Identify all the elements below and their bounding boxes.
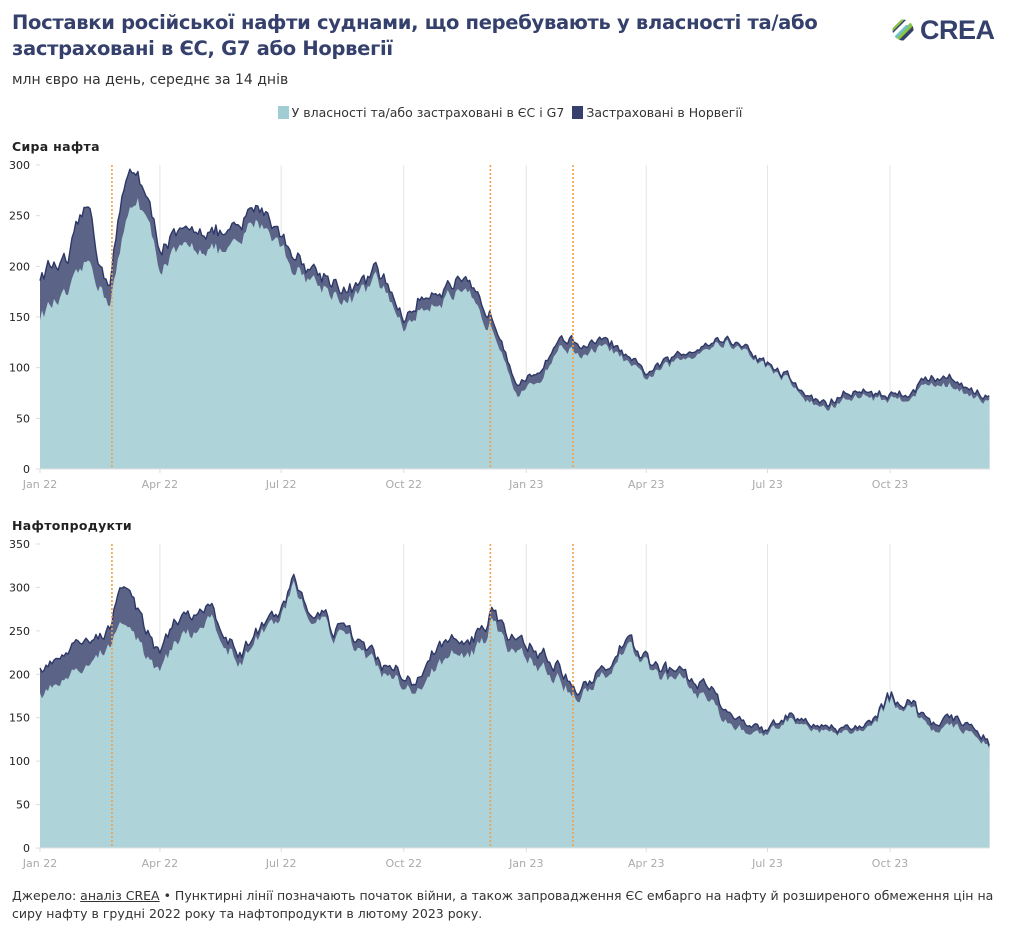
chart-title: Поставки російської нафти суднами, що пе… xyxy=(12,11,818,60)
legend-label-norway: Застраховані в Норвегії xyxy=(586,105,743,120)
legend: У власності та/або застраховані в ЄС і G… xyxy=(0,105,1020,120)
y-tick-label: 300 xyxy=(9,581,30,594)
x-tick-label: Jan 22 xyxy=(22,478,57,491)
y-tick-label: 300 xyxy=(9,159,30,172)
y-tick-label: 150 xyxy=(9,311,30,324)
x-tick-label: Jan 23 xyxy=(508,857,543,870)
y-tick-label: 150 xyxy=(9,712,30,725)
y-tick-label: 0 xyxy=(23,842,30,855)
y-tick-label: 350 xyxy=(9,538,30,551)
footer-note: Джерело: аналіз CREA • Пунктирні лінії п… xyxy=(12,887,1012,923)
x-tick-label: Jan 23 xyxy=(508,478,543,491)
x-tick-label: Oct 22 xyxy=(385,857,422,870)
panel-title-crude: Сира нафта xyxy=(12,139,100,154)
x-tick-label: Jul 23 xyxy=(751,478,783,491)
logo-text: CREA xyxy=(920,14,995,45)
legend-item-eu-g7[interactable]: У власності та/або застраховані в ЄС і G… xyxy=(277,105,565,120)
area-eu-g7 xyxy=(40,197,990,469)
legend-swatch-norway xyxy=(572,106,584,119)
footer-text: • Пунктирні лінії позначають початок вій… xyxy=(12,888,994,921)
chart-subtitle: млн євро на день, середнє за 14 днів xyxy=(12,72,289,88)
x-tick-label: Apr 23 xyxy=(628,478,665,491)
y-tick-label: 200 xyxy=(9,668,30,681)
x-tick-label: Oct 22 xyxy=(385,478,422,491)
legend-item-norway[interactable]: Застраховані в Норвегії xyxy=(572,105,742,120)
legend-label-eu-g7: У власності та/або застраховані в ЄС і G… xyxy=(291,105,565,120)
source-prefix: Джерело: xyxy=(12,888,81,903)
x-tick-label: Apr 22 xyxy=(142,857,179,870)
y-tick-label: 250 xyxy=(9,210,30,223)
x-tick-label: Jan 22 xyxy=(22,857,57,870)
y-tick-label: 50 xyxy=(16,412,30,425)
crude-oil-chart: Jan 22 Apr 22 Jul 22 Oct 22 Jan 23 Apr 23 Jul … xyxy=(9,159,990,491)
source-link[interactable]: аналіз CREA xyxy=(80,888,160,903)
legend-swatch-eu-g7 xyxy=(277,106,289,119)
y-tick-label: 100 xyxy=(9,755,30,768)
x-tick-label: Jul 22 xyxy=(265,857,297,870)
x-tick-label: Apr 23 xyxy=(628,857,665,870)
crea-logo[interactable]: CREA xyxy=(892,14,995,45)
y-tick-label: 100 xyxy=(9,362,30,375)
crea-logo-icon xyxy=(892,19,914,41)
x-tick-label: Jul 23 xyxy=(751,857,783,870)
y-tick-label: 250 xyxy=(9,625,30,638)
y-tick-label: 50 xyxy=(16,799,30,812)
x-tick-label: Oct 23 xyxy=(872,857,909,870)
x-tick-label: Jul 22 xyxy=(265,478,297,491)
x-tick-label: Oct 23 xyxy=(872,478,909,491)
total-outline xyxy=(39,573,990,746)
y-tick-label: 0 xyxy=(23,463,30,476)
y-tick-label: 200 xyxy=(9,260,30,273)
total-outline xyxy=(39,168,990,408)
panel-title-products: Нафтопродукти xyxy=(12,518,132,533)
oil-products-chart: Jan 22 Apr 22 Jul 22 Oct 22 Jan 23 Apr 23 Jul … xyxy=(9,538,990,870)
x-tick-label: Apr 22 xyxy=(142,478,179,491)
area-eu-g7 xyxy=(40,580,990,848)
